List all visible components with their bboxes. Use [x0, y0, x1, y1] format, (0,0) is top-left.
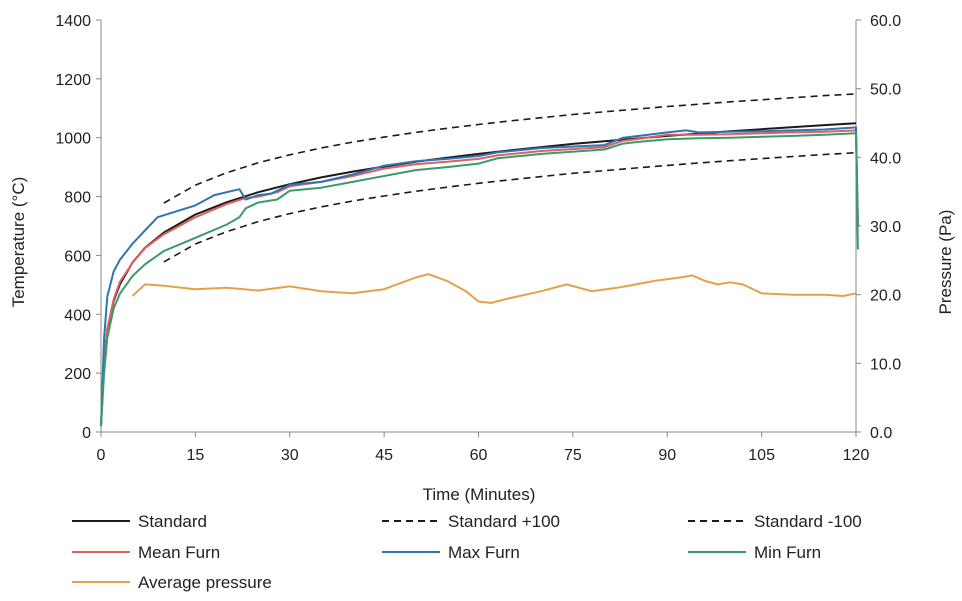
legend-label: Standard -100 — [754, 512, 862, 531]
y-right-tick-label: 0.0 — [870, 425, 892, 442]
series-line-standard-100 — [163, 93, 857, 204]
series-line-min-furn — [100, 132, 859, 427]
y-left-tick-label: 200 — [64, 366, 91, 383]
series-line-standard-100 — [163, 151, 857, 263]
y-right-tick-label: 60.0 — [870, 13, 901, 30]
x-tick-label: 105 — [748, 447, 775, 464]
legend-label: Max Furn — [448, 543, 520, 562]
y-right-tick-label: 20.0 — [870, 288, 901, 305]
legend-item: Average pressure — [72, 573, 272, 592]
axes: 0 15 30 45 60 75 90 105 120020040060080010001200… — [55, 13, 901, 464]
x-tick-label: 15 — [186, 447, 204, 464]
x-tick-label: 60 — [470, 447, 488, 464]
y-right-tick-label: 30.0 — [870, 219, 901, 236]
y-axis-right-label: Pressure (Pa) — [936, 210, 955, 315]
y-left-tick-label: 800 — [64, 190, 91, 207]
plot-area — [100, 93, 859, 427]
legend-label: Mean Furn — [138, 543, 220, 562]
y-left-tick-label: 400 — [64, 307, 91, 324]
y-right-tick-label: 40.0 — [870, 150, 901, 167]
legend-item: Mean Furn — [72, 543, 220, 562]
y-left-tick-label: 0 — [82, 425, 91, 442]
x-tick-label: 75 — [564, 447, 582, 464]
series-line-mean-furn — [100, 129, 859, 427]
x-axis-label: Time (Minutes) — [423, 485, 536, 504]
legend-label: Average pressure — [138, 573, 272, 592]
legend-label: Standard — [138, 512, 207, 531]
legend-label: Min Furn — [754, 543, 821, 562]
legend-item: Min Furn — [688, 543, 821, 562]
y-left-tick-label: 1400 — [55, 13, 91, 30]
x-tick-label: 120 — [843, 447, 870, 464]
series-line-average-pressure — [131, 273, 857, 304]
legend-item: Standard -100 — [688, 512, 862, 531]
series-line-standard — [100, 122, 857, 427]
x-tick-label: 45 — [375, 447, 393, 464]
legend-item: Standard — [72, 512, 207, 531]
y-left-tick-label: 1000 — [55, 131, 91, 148]
y-axis-left-label: Temperature (°C) — [9, 177, 28, 308]
y-left-tick-label: 1200 — [55, 72, 91, 89]
x-tick-label: 0 — [97, 447, 106, 464]
y-right-tick-label: 10.0 — [870, 356, 901, 373]
legend: Standard Standard +100 Standard -100 Mean F… — [72, 512, 862, 592]
legend-item: Max Furn — [382, 543, 520, 562]
y-left-tick-label: 600 — [64, 248, 91, 265]
legend-label: Standard +100 — [448, 512, 560, 531]
x-tick-label: 30 — [281, 447, 299, 464]
x-tick-label: 90 — [658, 447, 676, 464]
legend-item: Standard +100 — [382, 512, 560, 531]
series-line-max-furn — [100, 126, 859, 427]
y-right-tick-label: 50.0 — [870, 82, 901, 99]
